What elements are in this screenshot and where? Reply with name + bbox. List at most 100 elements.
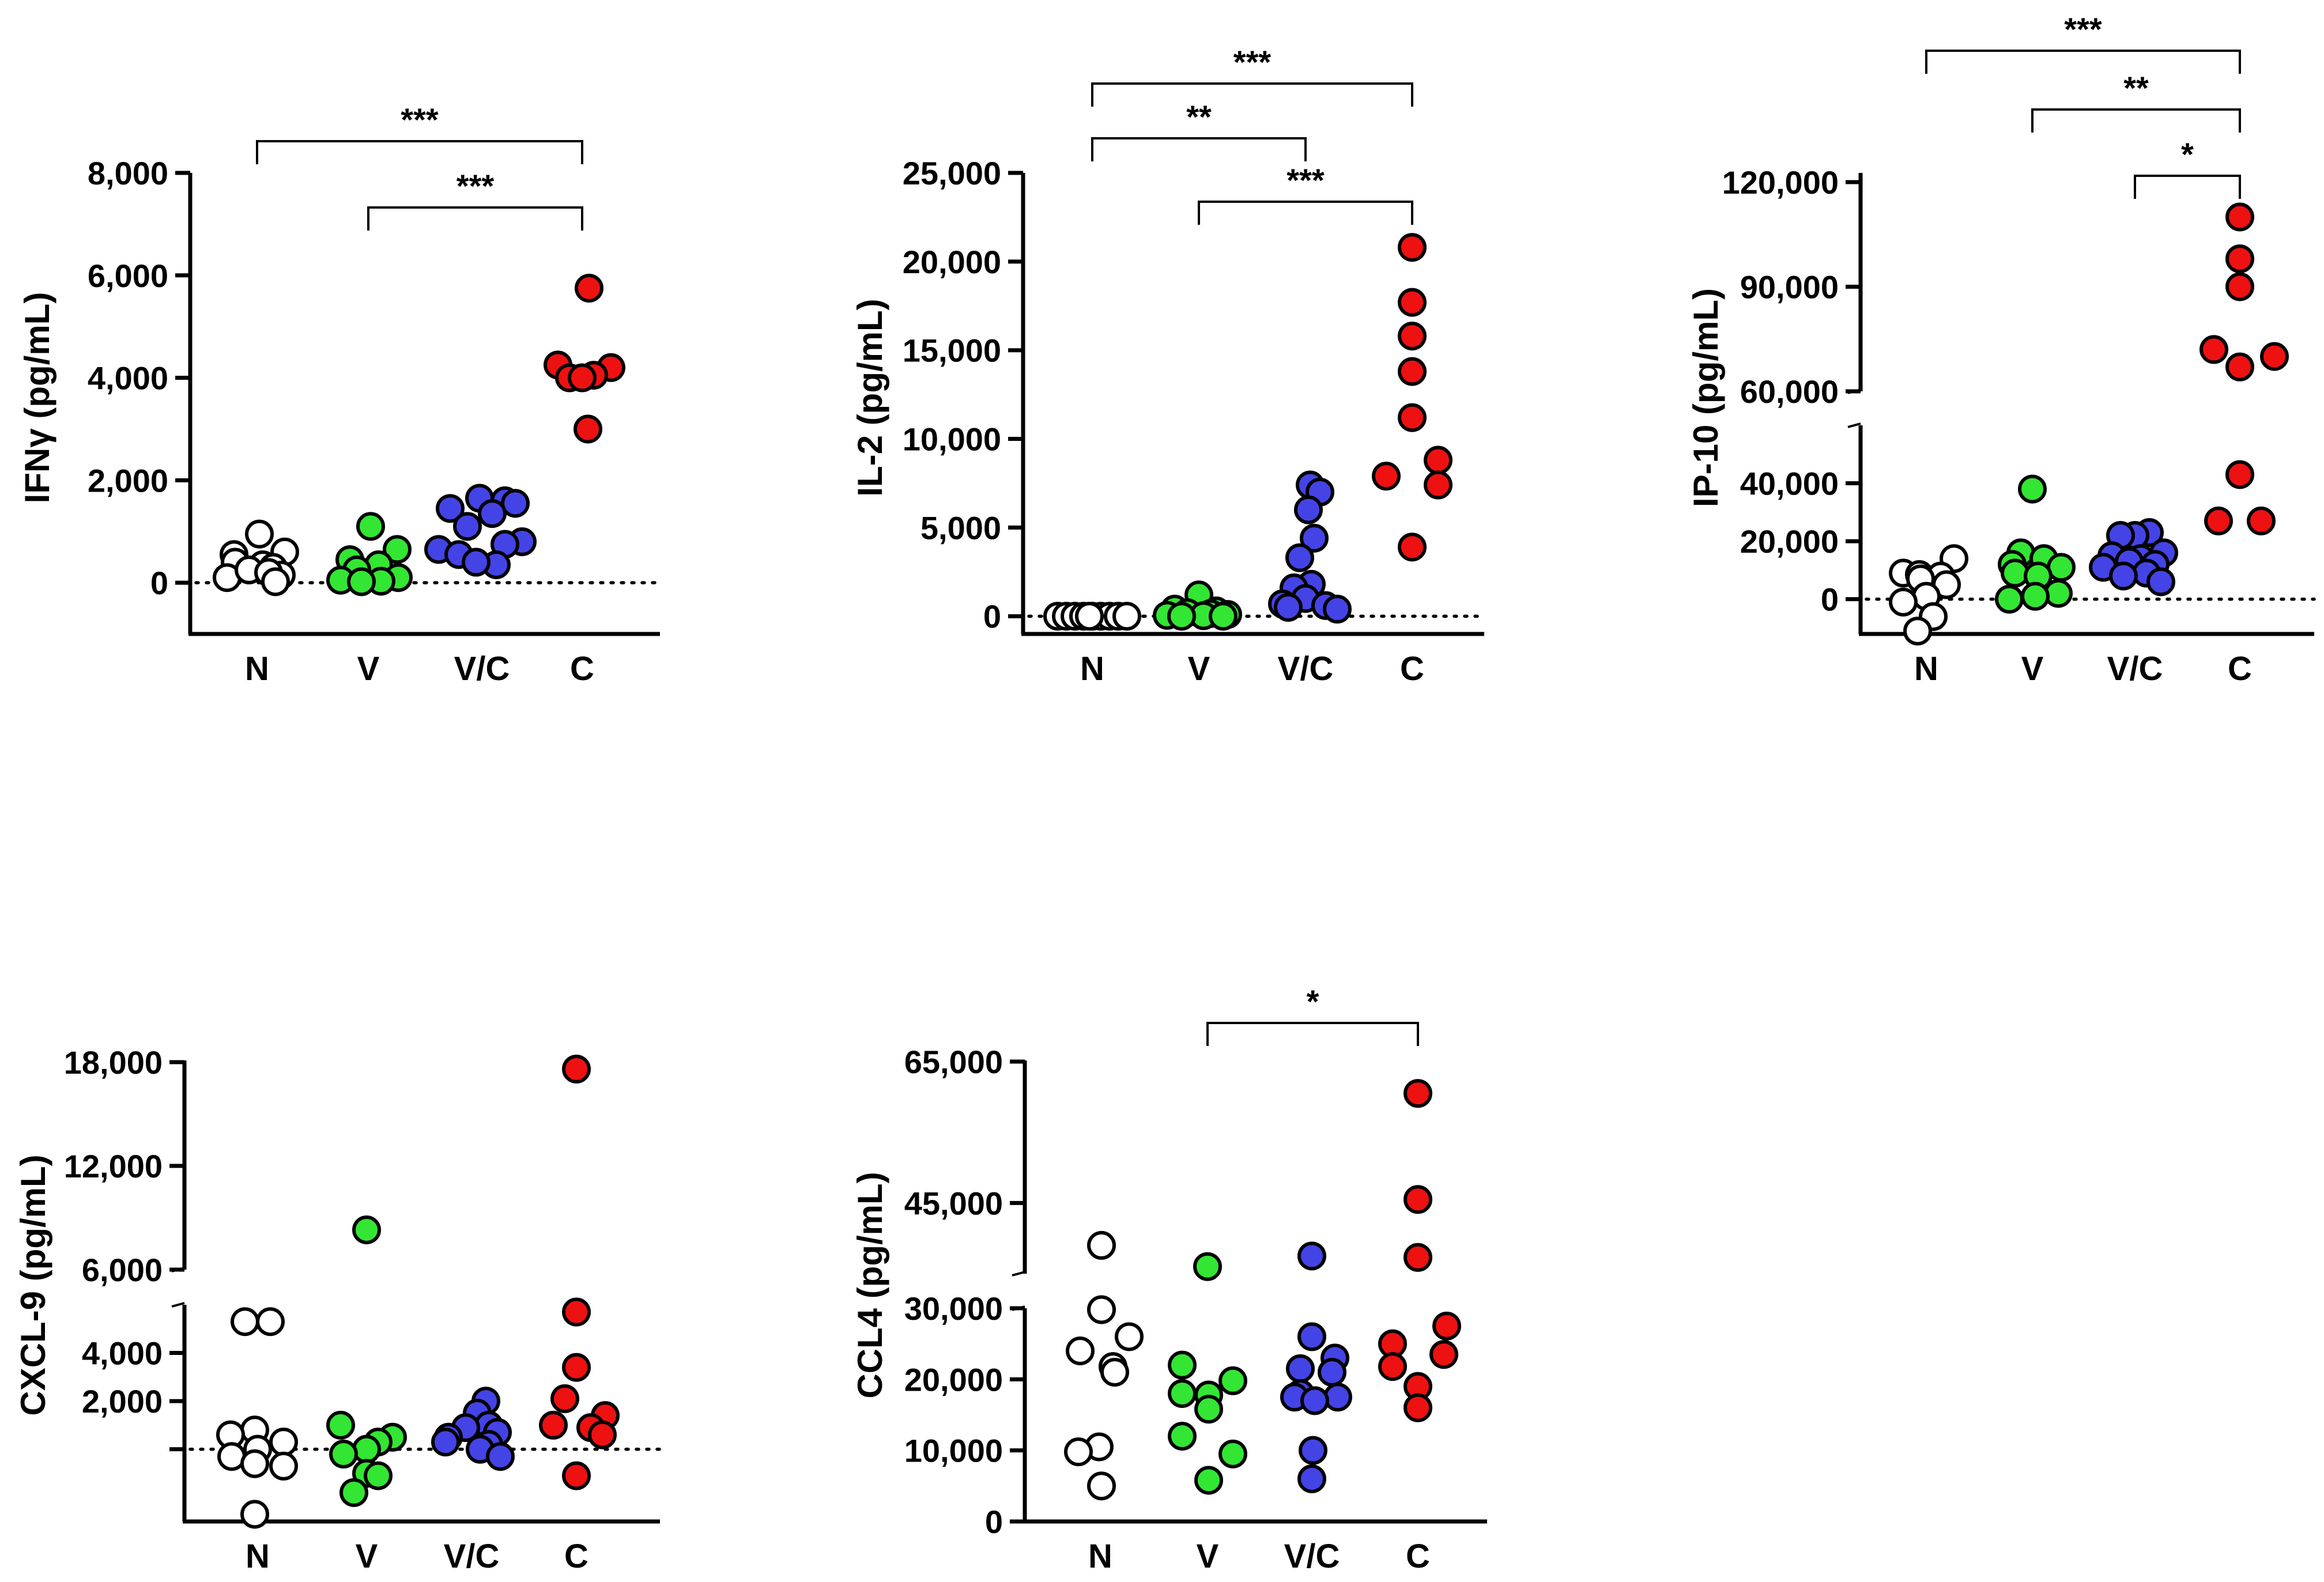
x-tick-label: N (246, 1538, 270, 1575)
data-point-C (539, 1410, 568, 1440)
data-point-V (326, 1410, 355, 1440)
data-point-N (1087, 1471, 1116, 1501)
y-tick-label: 4,000 (88, 360, 168, 397)
data-point-VC (1300, 523, 1329, 553)
y-tick-label: 25,000 (903, 155, 1001, 191)
y-axis-label: CXCL-9 (pg/mL) (14, 1154, 52, 1415)
x-tick-label: N (1080, 650, 1104, 688)
data-point-VC (1286, 1354, 1315, 1383)
data-point-C (1424, 470, 1452, 500)
data-point-C (562, 1353, 591, 1382)
significance-bracket (2031, 108, 2241, 133)
data-point-VC (462, 548, 491, 577)
data-point-VC (1299, 1436, 1327, 1465)
data-point-V (2018, 474, 2047, 504)
x-tick-label: C (564, 1538, 588, 1575)
y-tick-label: 12,000 (64, 1148, 163, 1184)
data-point-V (1209, 602, 1238, 631)
axis-break-mark (1012, 1271, 1025, 1277)
data-point-V (339, 1478, 368, 1507)
significance-label: *** (401, 101, 439, 138)
y-tick-label: 0 (985, 1504, 1003, 1540)
significance-bracket (1198, 201, 1413, 225)
data-point-C (1429, 1340, 1458, 1369)
significance-label: *** (456, 168, 495, 204)
data-point-C (1372, 462, 1401, 491)
y-tick-label: 0 (983, 598, 1001, 635)
data-point-C (2225, 244, 2254, 274)
data-point-V (1194, 1395, 1223, 1424)
data-point-C (562, 1461, 591, 1490)
x-tick-label: V (1188, 650, 1210, 688)
y-tick-label: 30,000 (904, 1290, 1003, 1327)
data-point-C (1398, 233, 1427, 262)
data-point-VC (1323, 594, 1352, 624)
data-point-C (568, 363, 597, 392)
data-point-V (1218, 1439, 1247, 1468)
significance-bracket (1206, 1022, 1419, 1046)
y-tick-label: 2,000 (82, 1383, 163, 1419)
data-point-C (574, 414, 602, 444)
data-point-VC (2109, 561, 2138, 591)
chart-cxcl9: 2,000 4,000 6,000 12,000 18,000 CXCL-9 (pg/mL… (14, 1044, 662, 1575)
axis-break-mark (1847, 422, 1861, 428)
data-point-C (1398, 288, 1427, 317)
data-point-N (1087, 1295, 1116, 1324)
x-tick-label: V (2021, 650, 2044, 688)
data-point-C (1398, 322, 1427, 351)
data-point-N (1064, 1437, 1093, 1467)
y-tick-label: 20,000 (903, 244, 1001, 280)
significance-bracket (367, 206, 583, 231)
chart-il2: 0 5,000 10,000 15,000 20,000 25,000 IL-2 (pg/m… (851, 44, 1486, 688)
data-point-C (2204, 506, 2233, 535)
y-axis-label: IP-10 (pg/mL) (1687, 288, 1725, 507)
y-tick-label: 120,000 (1722, 164, 1839, 201)
data-point-C (2200, 335, 2228, 364)
data-point-C (2260, 342, 2289, 371)
data-point-VC (431, 1428, 460, 1457)
data-point-V (1193, 1252, 1222, 1281)
data-point-VC (453, 512, 482, 541)
y-tick-label: 4,000 (82, 1335, 163, 1372)
y-tick-label: 10,000 (903, 421, 1001, 458)
significance-bracket (1091, 137, 1307, 161)
data-point-N (1100, 1358, 1129, 1387)
chart-ccl4: 0 10,000 20,000 30,000 45,000 65,000 CCL4 (pg/… (851, 983, 1487, 1575)
y-tick-label: 90,000 (1740, 269, 1839, 305)
data-point-N (1066, 1336, 1095, 1365)
chart-ip10: 0 20,000 40,000 60,000 90,000 120,000 IP-10 (p… (1687, 11, 2316, 688)
data-point-V (356, 512, 385, 541)
y-tick-label: 6,000 (88, 258, 168, 294)
data-point-C (2225, 202, 2254, 232)
data-point-VC (436, 494, 465, 523)
y-tick-label: 20,000 (904, 1361, 1003, 1398)
x-tick-label: C (1400, 650, 1424, 688)
x-tick-label: C (570, 650, 594, 688)
data-point-V (352, 1215, 381, 1244)
x-tick-label: V/C (1284, 1538, 1340, 1575)
data-point-V (347, 567, 376, 596)
chart-ifng: 0 2,000 4,000 6,000 8,000 IFNγ (pg/mL) N V V/C C *… (18, 101, 662, 688)
data-point-V (1168, 1379, 1197, 1408)
significance-label: ** (1186, 99, 1212, 135)
x-tick-label: V/C (444, 1538, 500, 1575)
data-point-V (1218, 1366, 1247, 1395)
y-tick-label: 18,000 (64, 1044, 163, 1081)
data-point-N (245, 519, 274, 549)
data-point-V (1995, 584, 2024, 614)
significance-label: * (2181, 136, 2194, 172)
data-point-VC (1318, 1358, 1346, 1387)
data-point-VC (2146, 567, 2175, 596)
data-point-C (2225, 272, 2254, 301)
y-tick-label: 45,000 (904, 1185, 1003, 1221)
data-point-C (1432, 1311, 1461, 1341)
data-point-V (2044, 579, 2073, 608)
significance-label: *** (2064, 11, 2102, 47)
data-point-VC (1294, 495, 1323, 524)
data-point-VC (1297, 1464, 1326, 1493)
axis-break-mark (171, 1302, 185, 1308)
y-tick-label: 0 (1821, 582, 1839, 618)
significance-label: *** (1286, 162, 1325, 198)
data-point-V (1194, 1466, 1223, 1495)
